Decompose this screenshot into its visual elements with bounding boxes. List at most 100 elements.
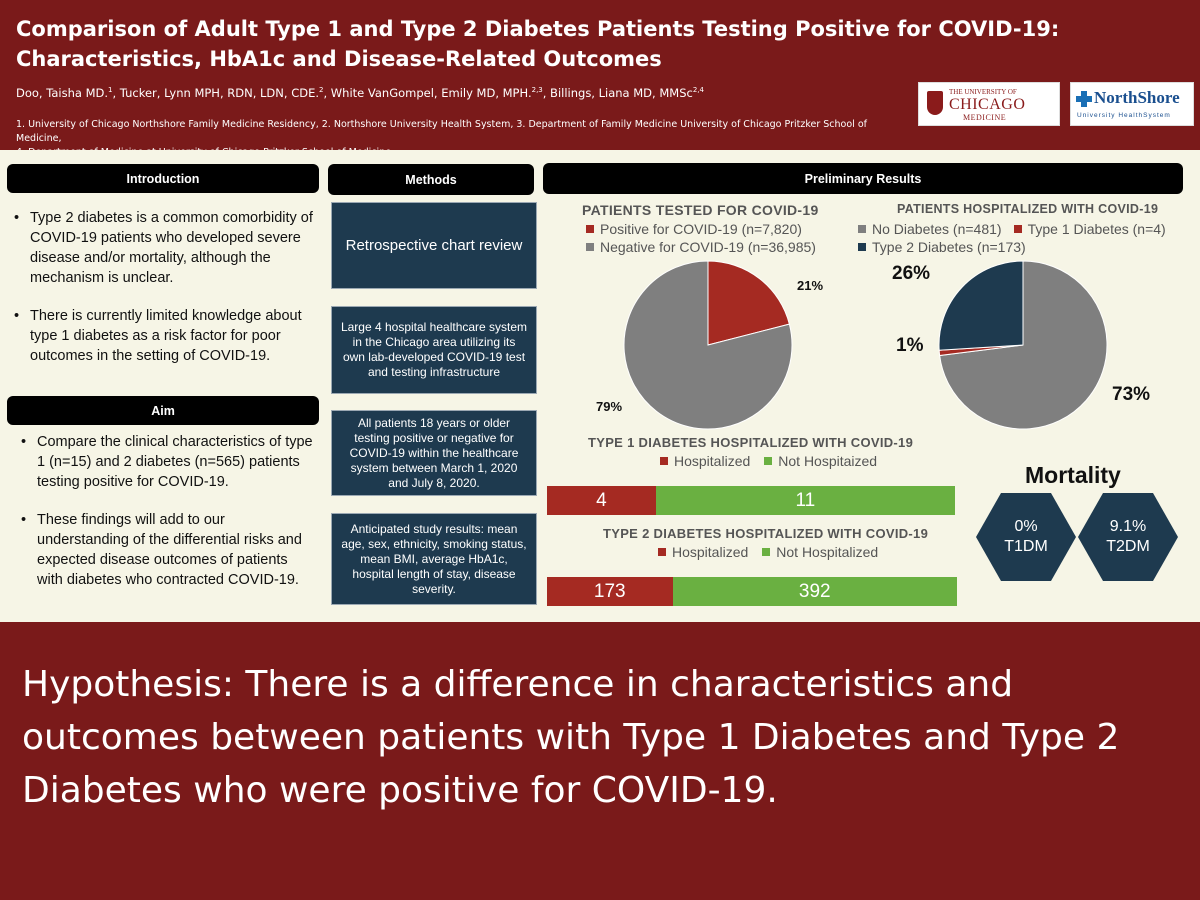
bar1-segment-not-hospitalized: 11 (655, 486, 955, 515)
pie2-legend-label-type1: Type 1 Diabetes (n=4) (1027, 221, 1166, 237)
methods-heading: Methods (328, 164, 534, 195)
ns-logo-line-1: NorthShore (1094, 88, 1180, 107)
pie1-slice-positive (707, 260, 790, 346)
pie2-label-type1: 1% (896, 335, 924, 356)
mortality-t2dm-hex: 9.1% T2DM (1078, 493, 1178, 581)
hypothesis-text: Hypothesis: There is a difference in cha… (22, 664, 1120, 811)
pie1-legend: Positive for COVID-19 (n=7,820) Negative… (586, 220, 816, 256)
author-2-sup: 2 (319, 86, 324, 95)
poster-title: Comparison of Adult Type 1 and Type 2 Di… (16, 17, 1060, 71)
bar2-chart: 173 392 (547, 577, 957, 606)
aim-bullet-1: Compare the clinical characteristics of … (15, 432, 315, 492)
introduction-bullets: Type 2 diabetes is a common comorbidity … (8, 208, 320, 384)
pie2-legend-item-type2: Type 2 Diabetes (n=173) (858, 238, 1166, 256)
mortality-t2dm-label: T2DM (1106, 538, 1150, 555)
pie2-slice-type2 (938, 260, 1024, 351)
bar2-legend-item-not-hospitalized: Not Hospitalized (762, 543, 878, 561)
pie1-legend-swatch-positive (586, 225, 594, 233)
pie1-label-positive: 21% (797, 278, 824, 293)
bar1-chart: 4 11 (547, 486, 955, 515)
author-3-sup: 2,3 (531, 86, 543, 95)
mortality-t1dm-hex: 0% T1DM (976, 493, 1076, 581)
methods-box-1: Retrospective chart review (331, 202, 537, 289)
author-4-sup: 2,4 (692, 86, 704, 95)
aim-heading: Aim (7, 396, 319, 425)
northshore-cross-icon (1076, 91, 1092, 107)
uc-logo-line-1: THE UNIVERSITY OF (949, 88, 1017, 96)
bar2-value-hospitalized: 173 (593, 580, 626, 602)
pie1-legend-item-positive: Positive for COVID-19 (n=7,820) (586, 220, 816, 238)
northshore-logo: NorthShore University HealthSystem (1070, 82, 1194, 126)
pie2-legend-swatch-type1 (1013, 225, 1022, 233)
bar2-legend: Hospitalized Not Hospitalized (658, 543, 878, 561)
pie2-legend-item-nodiabetes: No Diabetes (n=481) (858, 220, 1002, 238)
pie1-legend-item-negative: Negative for COVID-19 (n=36,985) (586, 238, 816, 256)
mortality-title: Mortality (1025, 462, 1121, 488)
uc-logo-line-3: MEDICINE (963, 113, 1007, 122)
aim-bullet-2: These findings will add to our understan… (15, 510, 315, 590)
bar1-legend-swatch-not-hospitalized (764, 457, 773, 465)
author-3: , White VanGompel, Emily MD, MPH. (323, 86, 532, 100)
methods-box-4: Anticipated study results: mean age, sex… (331, 513, 537, 605)
bar1-legend-item-not-hospitalized: Not Hospitaized (764, 452, 877, 470)
bar1-legend-swatch-hospitalized (660, 457, 668, 465)
bar1-value-hospitalized: 4 (596, 489, 607, 511)
mortality-t1dm-value: 0% (1014, 518, 1038, 535)
pie2-legend: No Diabetes (n=481) Type 1 Diabetes (n=4… (858, 220, 1166, 256)
bar2-legend-swatch-hospitalized (658, 548, 666, 556)
pie1-legend-label-positive: Positive for COVID-19 (n=7,820) (600, 221, 802, 237)
uchicago-medicine-logo: THE UNIVERSITY OF CHICAGO MEDICINE (918, 82, 1060, 126)
bar2-segment-not-hospitalized: 392 (672, 577, 957, 606)
pie2-label-nodiabetes: 73% (1112, 384, 1151, 405)
methods-box-2: Large 4 hospital healthcare system in th… (331, 306, 537, 394)
pie1-label-negative: 79% (596, 399, 623, 414)
bar2-title: TYPE 2 DIABETES HOSPITALIZED WITH COVID-… (603, 526, 929, 541)
poster-body: Introduction Type 2 diabetes is a common… (0, 150, 1200, 622)
author-2: , Tucker, Lynn MPH, RDN, LDN, CDE. (112, 86, 320, 100)
ns-logo-line-2: University HealthSystem (1077, 112, 1171, 119)
poster-header: Comparison of Adult Type 1 and Type 2 Di… (0, 0, 1200, 158)
bar2-legend-item-hospitalized: Hospitalized (658, 543, 748, 561)
mortality-t1dm-label: T1DM (1004, 538, 1048, 555)
pie2-legend-label-type2: Type 2 Diabetes (n=173) (872, 239, 1026, 255)
bar1-legend-item-hospitalized: Hospitalized (660, 452, 750, 470)
pie2-legend-label-nodiabetes: No Diabetes (n=481) (872, 221, 1002, 237)
bar2-value-not-hospitalized: 392 (798, 580, 831, 602)
pie2-chart (938, 260, 1108, 430)
bar1-legend-label-hospitalized: Hospitalized (674, 453, 751, 469)
bar2-segment-hospitalized: 173 (547, 577, 673, 606)
bar1-title: TYPE 1 DIABETES HOSPITALIZED WITH COVID-… (588, 435, 914, 450)
pie2-legend-swatch-type2 (858, 243, 866, 251)
introduction-bullet-2: There is currently limited knowledge abo… (8, 306, 320, 366)
introduction-bullet-1: Type 2 diabetes is a common comorbidity … (8, 208, 320, 288)
introduction-heading: Introduction (7, 164, 319, 193)
pie2-legend-swatch-nodiabetes (858, 225, 866, 233)
pie2-legend-row-1: No Diabetes (n=481) Type 1 Diabetes (n=4… (858, 220, 1166, 238)
bar1-segment-hospitalized: 4 (547, 486, 656, 515)
pie2-title: PATIENTS HOSPITALIZED WITH COVID-19 (897, 202, 1159, 216)
pie1-slice-negative (623, 260, 793, 430)
aim-bullets: Compare the clinical characteristics of … (15, 432, 315, 608)
uchicago-shield-icon (927, 91, 943, 115)
pie1-legend-swatch-negative (586, 243, 594, 251)
uc-logo-line-2: CHICAGO (949, 96, 1026, 113)
bar2-legend-label-hospitalized: Hospitalized (672, 544, 749, 560)
mortality-t2dm-content: 9.1% T2DM (1106, 517, 1150, 557)
results-heading: Preliminary Results (543, 163, 1183, 194)
affiliations-line-1: 1. University of Chicago Northshore Fami… (16, 119, 867, 144)
author-1: Doo, Taisha MD. (16, 86, 109, 100)
bar2-legend-swatch-not-hospitalized (762, 548, 771, 556)
mortality-t1dm-content: 0% T1DM (1004, 517, 1048, 557)
methods-box-3: All patients 18 years or older testing p… (331, 410, 537, 496)
author-1-sup: 1 (108, 86, 113, 95)
pie2-label-type2: 26% (892, 263, 931, 284)
pie1-legend-label-negative: Negative for COVID-19 (n=36,985) (600, 239, 816, 255)
bar1-value-not-hospitalized: 11 (795, 489, 816, 511)
bar2-legend-label-not-hospitalized: Not Hospitalized (776, 544, 879, 560)
pie1-chart (623, 260, 793, 430)
bar1-legend: Hospitalized Not Hospitaized (660, 452, 877, 470)
bar1-legend-label-not-hospitalized: Not Hospitaized (778, 453, 878, 469)
pie1-title: PATIENTS TESTED FOR COVID-19 (582, 202, 819, 218)
pie2-legend-item-type1: Type 1 Diabetes (n=4) (1013, 220, 1166, 238)
mortality-t2dm-value: 9.1% (1109, 518, 1147, 535)
